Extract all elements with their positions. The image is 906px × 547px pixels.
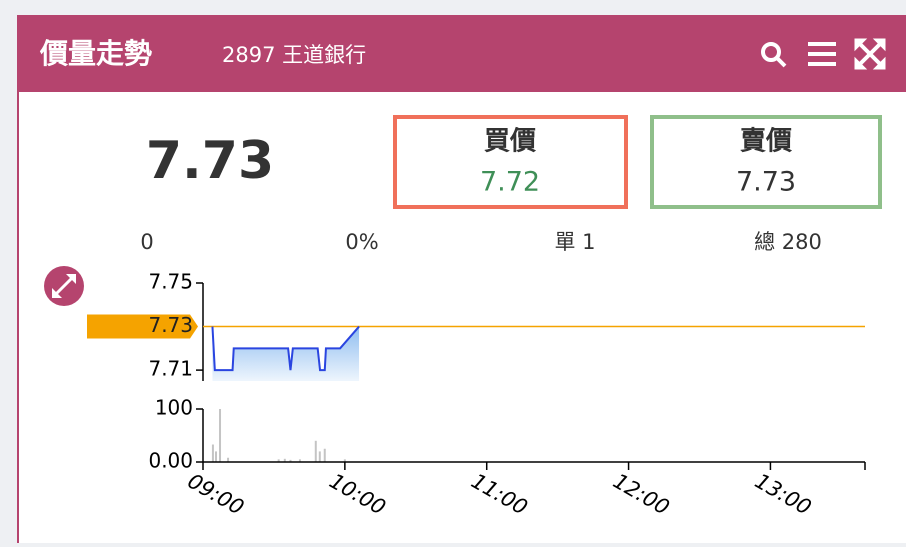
panel — [17, 15, 906, 547]
y-tick-label: 100 — [155, 396, 193, 420]
reference-tag — [87, 314, 198, 339]
volume-bar — [227, 457, 230, 462]
panel-subtitle: 2897 王道銀行 — [222, 43, 366, 67]
stat-percent: 0% — [345, 230, 378, 254]
bid-box — [393, 115, 628, 209]
stat-total: 總 280 — [754, 230, 822, 254]
ask-value: 7.73 — [736, 167, 796, 198]
reference-label: 7.73 — [148, 313, 193, 337]
header-bar — [18, 16, 906, 92]
stat-change: 0 — [140, 230, 153, 254]
volume-bar — [277, 459, 280, 462]
bid-label: 買價 — [484, 127, 537, 157]
volume-bar — [219, 409, 222, 462]
volume-bar — [314, 440, 317, 462]
ask-box — [650, 115, 882, 209]
menu-icon[interactable] — [808, 42, 836, 66]
search-icon[interactable] — [761, 42, 787, 68]
ask-label: 賣價 — [740, 127, 793, 157]
volume-bar — [298, 459, 301, 462]
expand-button[interactable] — [44, 266, 84, 306]
y-tick-label: 0.00 — [148, 449, 193, 473]
volume-bar — [215, 451, 218, 462]
y-tick-label: 7.71 — [148, 357, 193, 381]
stat-lot: 單 1 — [554, 230, 595, 254]
price-line — [211, 325, 360, 372]
volume-bar — [343, 459, 346, 462]
last-price: 7.73 — [146, 131, 274, 191]
volume-bar — [283, 458, 286, 462]
volume-bar — [211, 444, 214, 462]
price-area — [212, 326, 360, 381]
bid-value: 7.72 — [480, 167, 540, 198]
volume-bar — [289, 459, 292, 462]
panel-title: 價量走勢 — [39, 37, 152, 70]
volume-bar — [323, 448, 326, 462]
y-tick-label: 7.75 — [148, 270, 193, 294]
fullscreen-icon[interactable] — [854, 38, 886, 70]
volume-bar — [318, 451, 321, 462]
